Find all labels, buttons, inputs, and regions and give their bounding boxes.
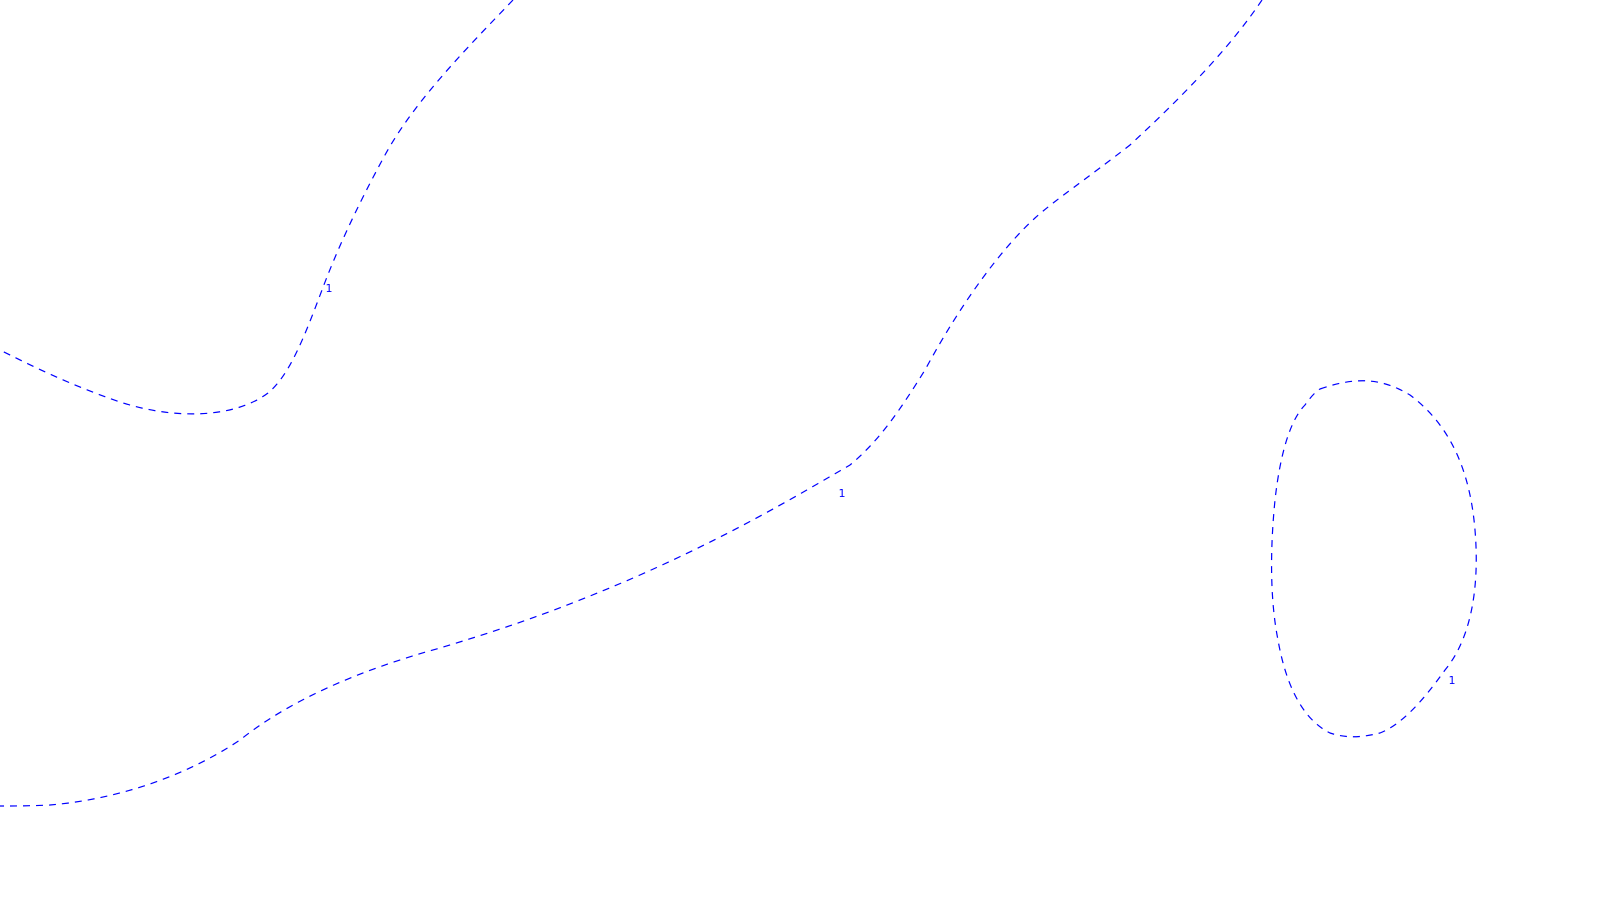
- contour-label-middle: 1: [839, 487, 846, 500]
- contour-line-upper-left: [0, 0, 514, 415]
- contour-label-closed-loop: 1: [1449, 674, 1456, 687]
- contour-line-middle: [0, 0, 1263, 807]
- contour-label-upper-left: 1: [326, 282, 333, 295]
- contour-line-closed-loop: [1270, 380, 1477, 738]
